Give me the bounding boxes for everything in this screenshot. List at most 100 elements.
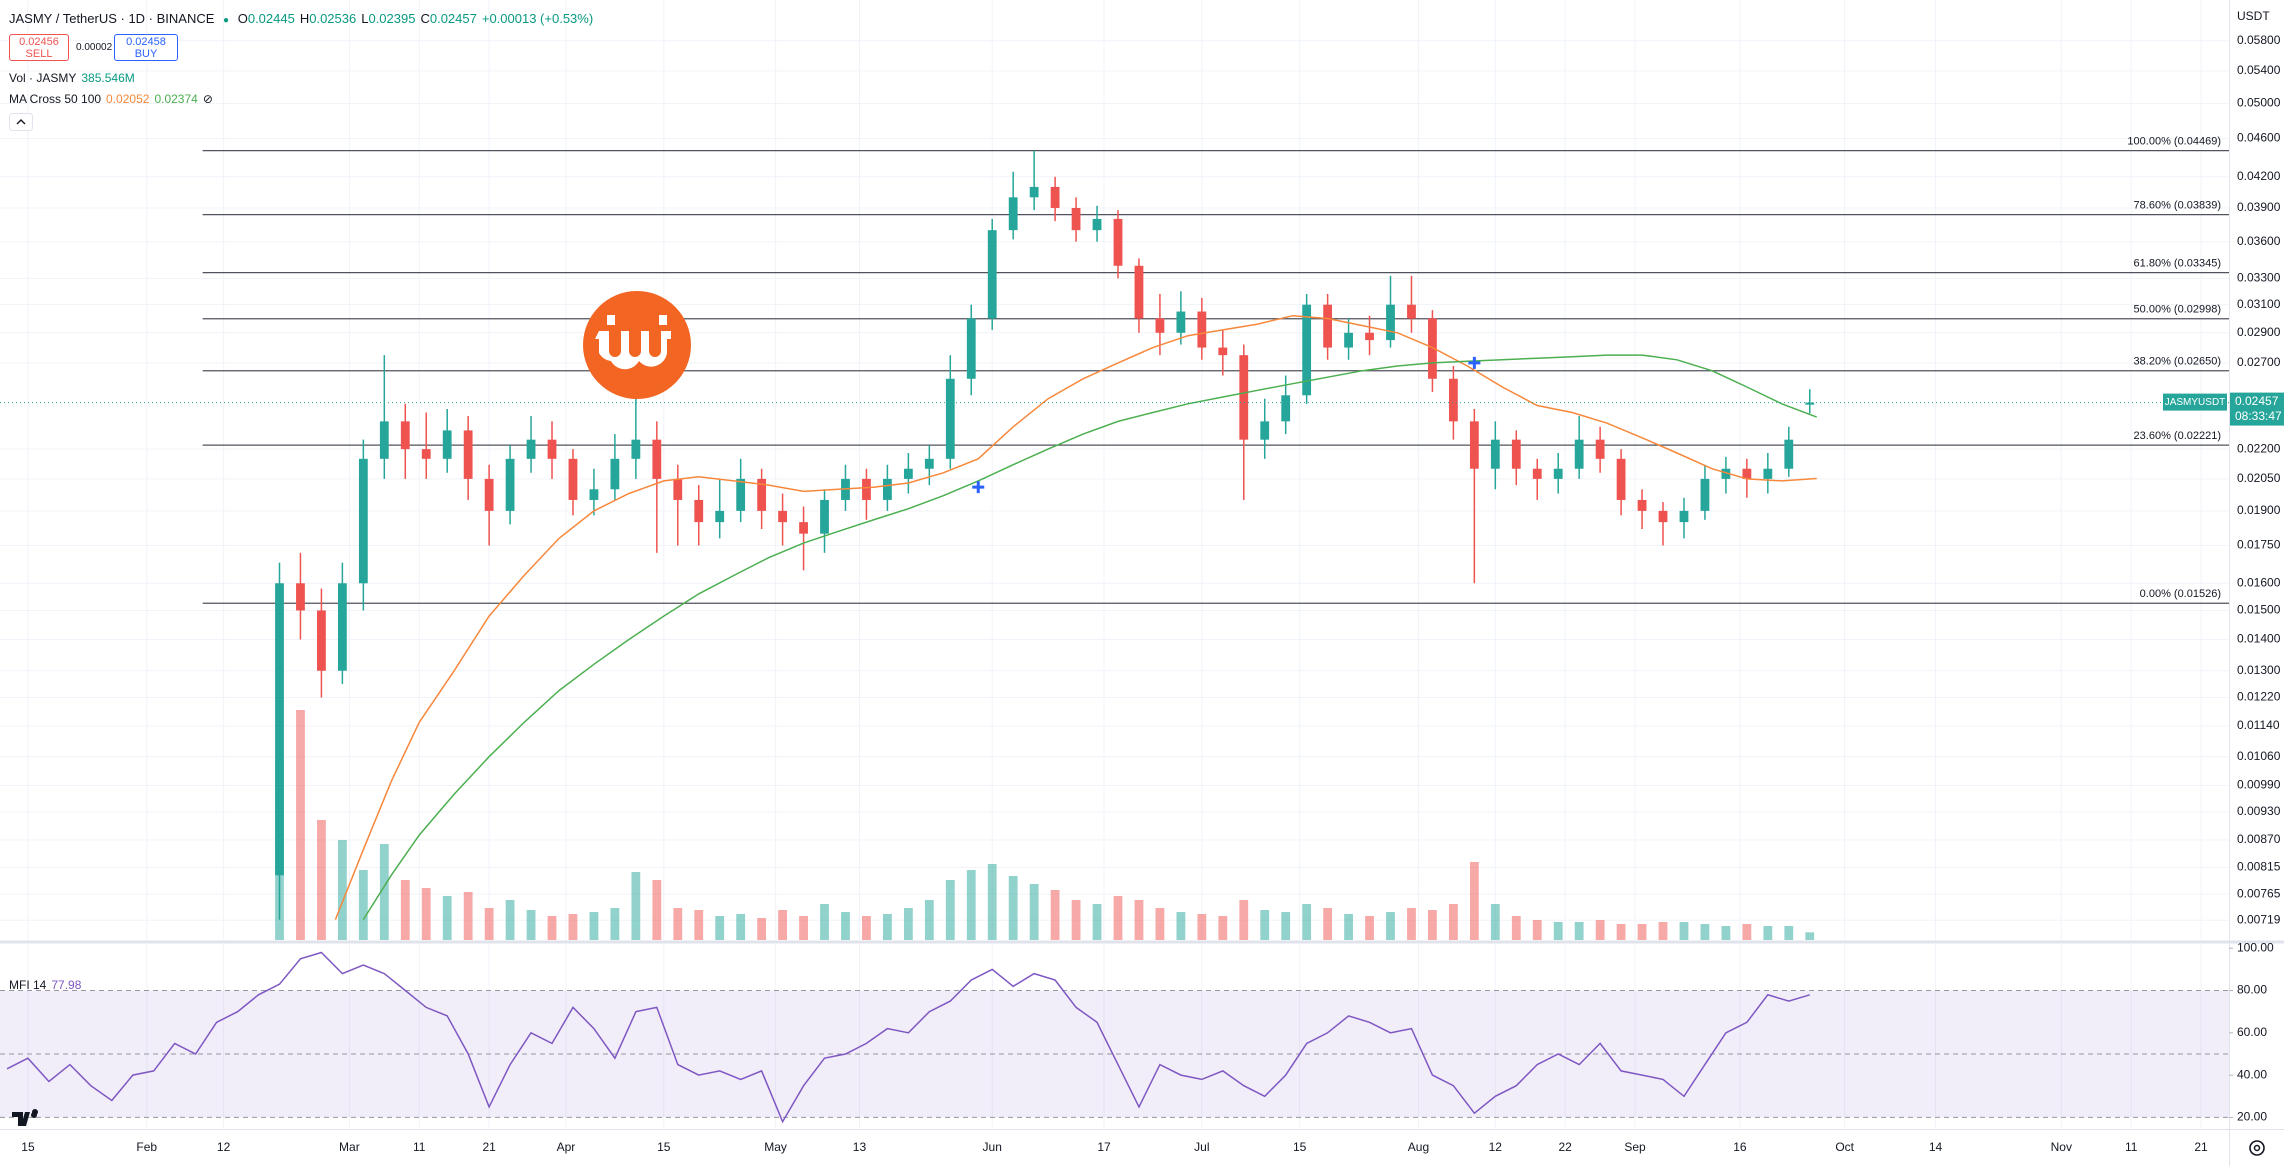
candle-body [1218, 347, 1228, 356]
volume-bar [757, 918, 767, 940]
y-tick-label: 40.00 [2237, 1067, 2267, 1081]
volume-legend[interactable]: Vol · JASMY 385.546M [9, 71, 140, 85]
volume-bar [1197, 914, 1207, 940]
x-tick-label: 13 [853, 1140, 867, 1154]
volume-bar [1176, 912, 1186, 940]
volume-bar [1323, 908, 1333, 940]
x-tick-label: 22 [1559, 1140, 1573, 1154]
mfi-legend[interactable]: MFI 14 77.98 [9, 978, 86, 992]
volume-bar [1553, 922, 1563, 940]
candle-body [652, 439, 662, 479]
moving-average [362, 354, 1817, 921]
legend-title: MFI 14 [9, 978, 47, 992]
volume-bar [589, 912, 599, 940]
volume-bar [1239, 900, 1249, 940]
x-tick-label: 11 [413, 1140, 426, 1154]
candle-body [526, 439, 536, 459]
buy-label: BUY [134, 48, 158, 60]
candle-body [421, 449, 431, 459]
volume-bar [317, 820, 326, 940]
y-tick-label: 0.02200 [2237, 441, 2281, 455]
candle-body [379, 421, 389, 459]
candle-body [1490, 439, 1500, 469]
visibility-icon[interactable]: ⊘ [202, 92, 213, 106]
candle-body [1679, 510, 1689, 523]
fib-retracement[interactable]: 100.00% (0.04469) 78.60% (0.03839) 61.80% … [202, 136, 2229, 604]
sell-button[interactable]: 0.02456 SELL [9, 34, 69, 61]
x-tick-label: Apr [557, 1140, 576, 1154]
volume-bar [463, 892, 473, 940]
candle-body [945, 378, 955, 459]
y-tick-label: 20.00 [2237, 1110, 2267, 1124]
volume-bar [610, 908, 620, 940]
candle-body [883, 478, 892, 500]
volume-bar [358, 870, 368, 940]
y-tick-label: 0.01500 [2237, 603, 2281, 617]
y-tick-label: 80.00 [2237, 983, 2267, 997]
y-tick-label: 0.02900 [2237, 325, 2281, 339]
legend-value: 77.98 [51, 978, 82, 992]
tradingview-logo [12, 1109, 38, 1126]
buy-price: 0.02458 [126, 36, 166, 48]
volume-bar [568, 914, 578, 940]
candle-body [673, 478, 683, 500]
ma-legend[interactable]: MA Cross 50 100 0.02052 0.02374 ⊘ [9, 92, 218, 106]
fib-label: 0.00% (0.01526) [2140, 588, 2221, 600]
volume-bar [1805, 932, 1815, 940]
candle-body [778, 510, 787, 523]
sell-price: 0.02456 [19, 36, 59, 48]
volume-bar [799, 916, 808, 940]
candle-body [966, 318, 976, 379]
symbol[interactable]: JASMY / TetherUS · 1D · BINANCE [9, 11, 215, 26]
volume-bar [715, 916, 725, 940]
collapse-button[interactable] [9, 113, 33, 131]
status-dot: ● [223, 15, 230, 26]
volume-bar [966, 870, 976, 940]
y-tick-label: 0.02050 [2237, 471, 2281, 485]
candle-body [358, 458, 368, 584]
y-tick-label: 0.00765 [2237, 886, 2281, 900]
volume-bar [841, 912, 850, 940]
y-axis-title: USDT [2237, 9, 2270, 23]
candle-body [589, 489, 599, 500]
candle-body [820, 499, 829, 534]
volume-bar [673, 908, 683, 940]
fib-label: 61.80% (0.03345) [2134, 258, 2221, 270]
moving-average [334, 314, 1817, 920]
x-tick-label: Sep [1624, 1140, 1646, 1154]
candle-body [463, 430, 473, 479]
y-tick-label: 0.00930 [2237, 804, 2281, 818]
ohlc-label: O [237, 11, 248, 26]
volume-bar [1281, 912, 1291, 940]
symbol-legend: JASMY / TetherUS · 1D · BINANCE ● O0.024… [9, 11, 603, 26]
volume-bar [1050, 890, 1060, 940]
volume-bar [1595, 920, 1605, 940]
volume-bar [903, 908, 913, 940]
candle-body [862, 478, 871, 500]
y-tick-label: 0.01900 [2237, 503, 2281, 517]
candle-body [1071, 207, 1081, 231]
volume-bar [1721, 926, 1731, 940]
volume-bar [1302, 904, 1312, 940]
volume-bar [1134, 900, 1144, 940]
fib-label: 38.20% (0.02650) [2134, 356, 2221, 368]
candle-body [1574, 439, 1584, 469]
candle-body [484, 478, 494, 511]
y-tick-label: 60.00 [2237, 1025, 2267, 1039]
candle-body [1134, 265, 1144, 319]
volume-bar [652, 880, 662, 940]
x-tick-label: 15 [1293, 1140, 1307, 1154]
volume-bar [1407, 908, 1416, 940]
volume-bar [1029, 884, 1039, 940]
settings-icon[interactable] [2249, 1140, 2265, 1156]
volume-bar [1490, 904, 1500, 940]
ohlc-value: 0.02536 [309, 11, 357, 26]
buy-button[interactable]: 0.02458 BUY [114, 34, 178, 61]
candle-body [1553, 468, 1563, 479]
candle-body [337, 583, 347, 671]
candle-body [1050, 186, 1060, 208]
legend-value: 0.02374 [154, 92, 198, 106]
x-tick-label: Aug [1408, 1140, 1429, 1154]
symbol-label: JASMYUSDT [2165, 397, 2226, 408]
